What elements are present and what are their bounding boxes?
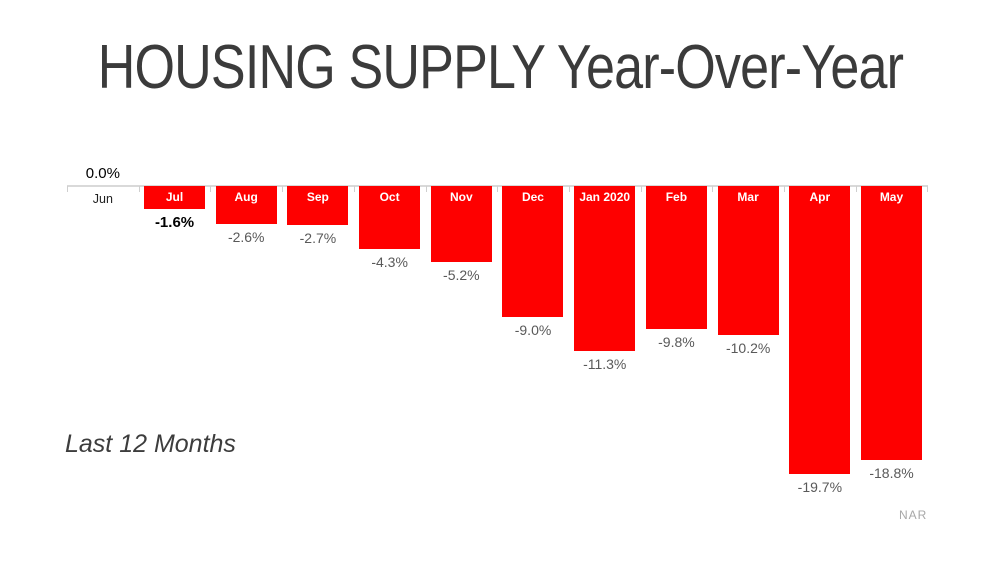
housing-supply-bar-chart: 0.0% Jun Jul -1.6% Aug -2.6% Sep -2.7% Oct -4.3% N… <box>67 165 929 536</box>
category-slot-apr: Apr -19.7% <box>784 186 856 536</box>
bar-apr: Apr <box>789 186 851 474</box>
category-slot-mar: Mar -10.2% <box>712 186 784 536</box>
bar-nov: Nov <box>430 186 492 262</box>
value-label-sep: -2.7% <box>299 230 337 247</box>
category-slot-feb: Feb -9.8% <box>641 186 713 536</box>
bar-oct: Oct <box>359 186 421 249</box>
category-slot-jun: 0.0% Jun <box>67 165 139 536</box>
caption-last-12-months: Last 12 Months <box>65 430 236 458</box>
value-label-nov: -5.2% <box>443 266 480 283</box>
zero-axis-line <box>67 185 928 187</box>
category-slot-jan-2020: Jan 2020 -11.3% <box>569 186 641 536</box>
axis-tick <box>425 186 427 192</box>
value-label-dec: -9.0% <box>514 322 552 339</box>
value-label-mar: -10.2% <box>725 339 771 356</box>
month-label-nov: Nov <box>449 190 473 204</box>
axis-tick <box>712 186 714 192</box>
axis-tick <box>282 186 284 192</box>
month-label-apr: Apr <box>809 190 831 204</box>
category-slot-aug: Aug -2.6% <box>210 186 282 536</box>
month-label-feb: Feb <box>665 190 688 204</box>
month-label-jul: Jul <box>165 190 184 204</box>
value-label-apr: -19.7% <box>797 478 843 495</box>
value-label-feb: -9.8% <box>658 334 695 351</box>
category-slot-oct: Oct -4.3% <box>354 186 426 536</box>
bar-dec: Dec <box>502 186 564 318</box>
category-slot-dec: Dec -9.0% <box>497 186 569 536</box>
bar-mar: Mar <box>717 186 779 335</box>
month-label-dec: Dec <box>521 190 544 204</box>
month-label-may: May <box>879 190 904 204</box>
category-slot-jul: Jul -1.6% <box>139 186 211 536</box>
month-label-jan-2020: Jan 2020 <box>579 190 631 204</box>
axis-tick <box>353 186 355 192</box>
value-label-aug: -2.6% <box>227 228 265 245</box>
bar-jan-2020: Jan 2020 <box>574 186 636 351</box>
month-label-oct: Oct <box>379 190 400 204</box>
value-label-jul: -1.6% <box>154 214 195 232</box>
chart-title: HOUSING SUPPLY Year-Over-Year <box>97 33 903 102</box>
title-area: HOUSING SUPPLY Year-Over-Year <box>0 36 1000 100</box>
value-label-oct: -4.3% <box>371 253 408 270</box>
axis-tick <box>568 186 570 192</box>
bar-aug: Aug <box>215 186 277 224</box>
source-label: NAR <box>899 508 928 522</box>
bar-may: May <box>860 186 922 461</box>
axis-tick <box>497 186 499 192</box>
axis-tick <box>210 186 212 192</box>
axis-tick <box>640 186 642 192</box>
axis-tick <box>927 186 929 192</box>
axis-tick <box>138 186 140 192</box>
value-label-jun: 0.0% <box>85 165 120 182</box>
bar-sep: Sep <box>287 186 349 226</box>
month-label-jun: Jun <box>92 192 113 206</box>
category-slot-nov: Nov -5.2% <box>426 186 498 536</box>
axis-tick <box>855 186 857 192</box>
value-label-jan-2020: -11.3% <box>583 355 627 372</box>
bar-feb: Feb <box>645 186 707 330</box>
month-label-aug: Aug <box>234 190 258 204</box>
month-label-sep: Sep <box>306 190 329 204</box>
axis-tick <box>67 186 68 192</box>
axis-tick <box>784 186 785 192</box>
category-slot-sep: Sep -2.7% <box>282 186 354 536</box>
value-label-may: -18.8% <box>869 465 914 482</box>
bar-jul: Jul <box>143 186 205 210</box>
month-label-mar: Mar <box>737 190 759 204</box>
category-slot-may: May -18.8% <box>856 186 928 536</box>
